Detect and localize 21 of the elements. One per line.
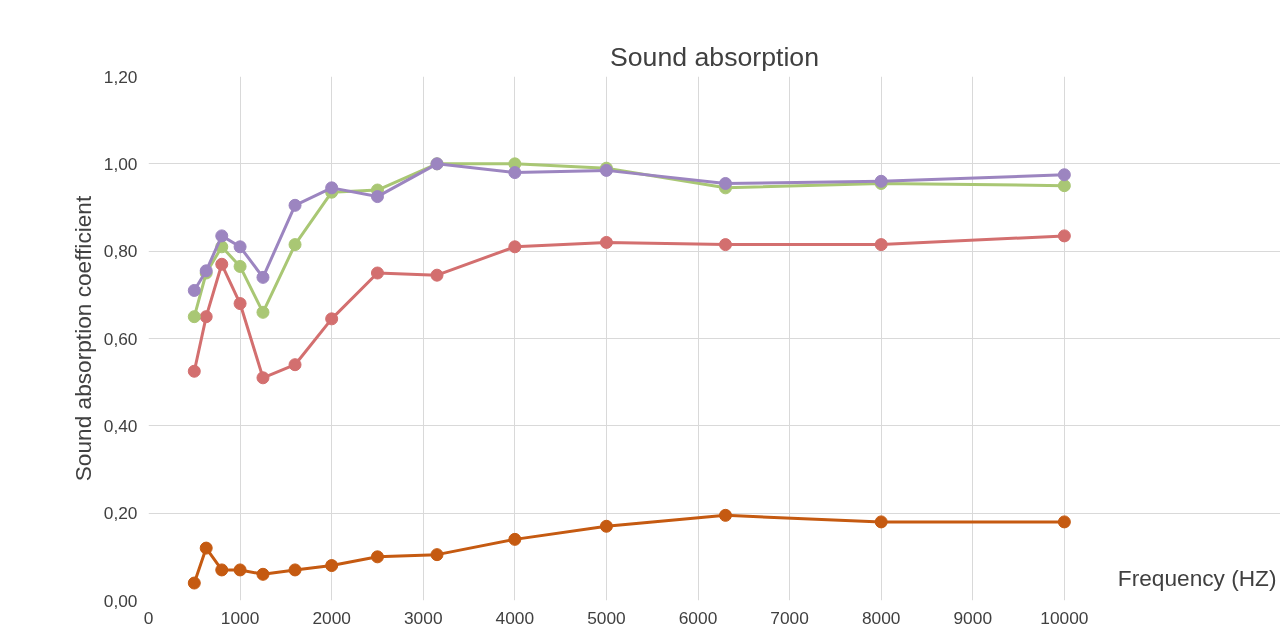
y-tick-label: 1,00	[103, 153, 138, 174]
x-tick-label: 4000	[495, 607, 535, 628]
y-tick-label: 0,80	[103, 241, 138, 262]
x-tick-label: 5000	[587, 607, 626, 628]
x-tick-label: 10000	[1040, 607, 1089, 628]
x-tick-label: 3000	[403, 607, 443, 628]
x-tick-label: 1000	[220, 607, 260, 628]
y-tick-label: 0,60	[103, 328, 138, 349]
chart-title: Sound absorption	[610, 41, 819, 72]
x-tick-label: 2000	[312, 607, 351, 628]
y-tick-label: 0,40	[103, 415, 138, 436]
x-tick-label: 7000	[770, 607, 809, 628]
x-axis-title: Frequency (HZ)	[1117, 564, 1277, 591]
y-tick-label: 1,20	[103, 66, 138, 87]
y-axis-title: Sound absorption coefficient	[69, 195, 96, 482]
y-tick-label: 0,00	[103, 590, 138, 611]
x-tick-label: 0	[143, 607, 154, 628]
x-tick-label: 8000	[861, 607, 901, 628]
y-tick-label: 0,20	[103, 503, 138, 524]
x-tick-label: 9000	[953, 607, 993, 628]
x-tick-label: 6000	[678, 607, 718, 628]
